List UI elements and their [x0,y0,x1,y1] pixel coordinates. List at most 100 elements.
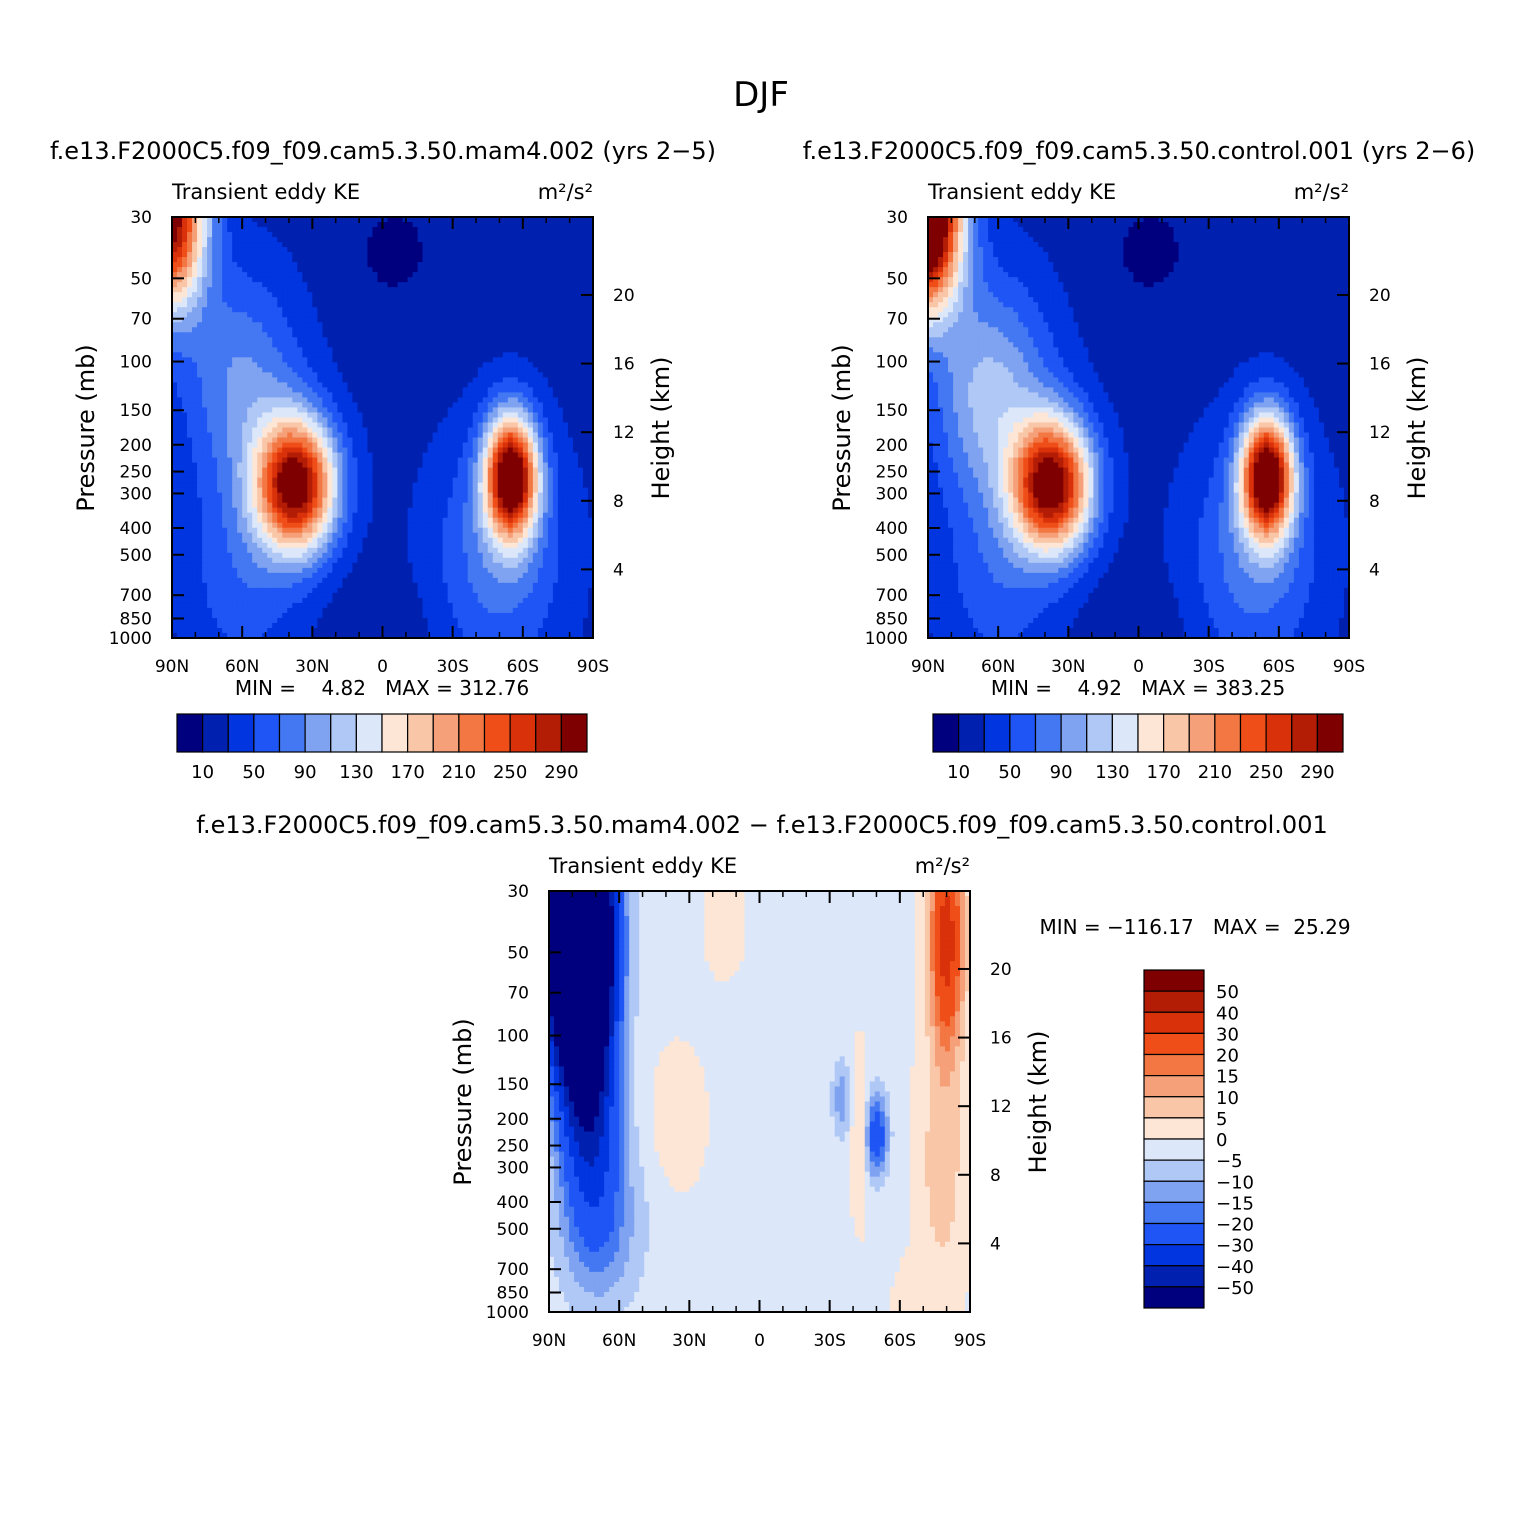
contour-cell [222,262,228,268]
contour-cell [462,312,469,318]
contour-cell [452,407,459,414]
contour-cell [347,457,354,464]
contour-cell [572,437,579,444]
contour-cell [472,317,479,323]
contour-cell [192,482,198,489]
contour-cell [317,242,323,248]
contour-cell [327,247,333,253]
contour-cell [297,402,303,409]
contour-cell [372,252,379,258]
contour-cell [457,447,464,454]
contour-cell [457,457,464,464]
contour-cell [397,277,404,283]
contour-cell [202,242,208,248]
contour-cell [402,442,409,449]
contour-cell [367,277,374,283]
contour-cell [582,252,589,258]
contour-cell [222,272,228,278]
contour-cell [297,272,303,278]
contour-cell [307,502,313,509]
contour-cell [237,507,243,514]
contour-cell [352,422,359,429]
contour-cell [277,372,283,378]
contour-cell [172,372,178,378]
contour-cell [572,257,579,263]
contour-cell [357,322,364,328]
contour-cell [412,382,419,388]
contour-cell [292,377,298,383]
contour-cell [527,442,534,449]
contour-cell [287,307,293,313]
contour-cell [372,297,379,303]
contour-cell [342,482,349,489]
contour-cell [432,492,439,499]
contour-cell [557,452,564,459]
contour-cell [332,462,338,469]
contour-cell [527,332,534,338]
contour-cell [382,257,389,263]
contour-cell [472,467,479,474]
contour-cell [537,392,544,399]
contour-cell [547,497,554,504]
contour-cell [267,347,273,353]
contour-cell [242,282,248,288]
contour-cell [457,437,464,444]
contour-cell [297,497,303,504]
contour-cell [552,227,559,233]
contour-cell [482,427,489,434]
contour-cell [327,322,333,328]
contour-cell [432,252,439,258]
contour-cell [407,417,414,424]
contour-cell [287,217,293,223]
contour-cell [532,427,539,434]
contour-cell [552,422,559,429]
contour-cell [192,447,198,454]
contour-cell [372,502,379,509]
contour-cell [392,232,399,238]
contour-cell [257,462,263,469]
contour-cell [482,452,489,459]
contour-cell [427,482,434,489]
contour-cell [232,217,238,223]
contour-cell [517,357,524,363]
contour-cell [307,227,313,233]
contour-cell [252,407,258,414]
contour-cell [482,387,489,394]
contour-cell [387,322,394,328]
contour-cell [342,432,349,439]
contour-cell [527,317,534,323]
contour-cell [492,317,499,323]
contour-cell [207,342,213,348]
contour-cell [512,262,519,268]
contour-cell [207,327,213,333]
contour-cell [472,382,479,388]
contour-cell [487,232,494,238]
contour-cell [527,287,534,293]
contour-cell [257,312,263,318]
contour-cell [382,292,389,298]
contour-cell [457,422,464,429]
contour-cell [417,337,424,343]
contour-cell [472,437,479,444]
contour-cell [242,427,248,434]
contour-cell [522,427,529,434]
contour-cell [257,492,263,499]
contour-cell [427,357,434,363]
contour-cell [497,242,504,248]
contour-cell [327,367,333,373]
contour-cell [527,422,534,429]
contour-cell [512,267,519,273]
contour-cell [262,342,268,348]
contour-cell [182,507,188,514]
contour-cell [322,392,328,399]
contour-cell [197,257,203,263]
contour-cell [427,402,434,409]
contour-cell [442,447,449,454]
contour-cell [567,327,574,333]
contour-cell [582,407,589,414]
contour-cell [412,272,419,278]
contour-cell [272,367,278,373]
contour-cell [197,442,203,449]
contour-cell [572,492,579,499]
contour-cell [227,242,233,248]
